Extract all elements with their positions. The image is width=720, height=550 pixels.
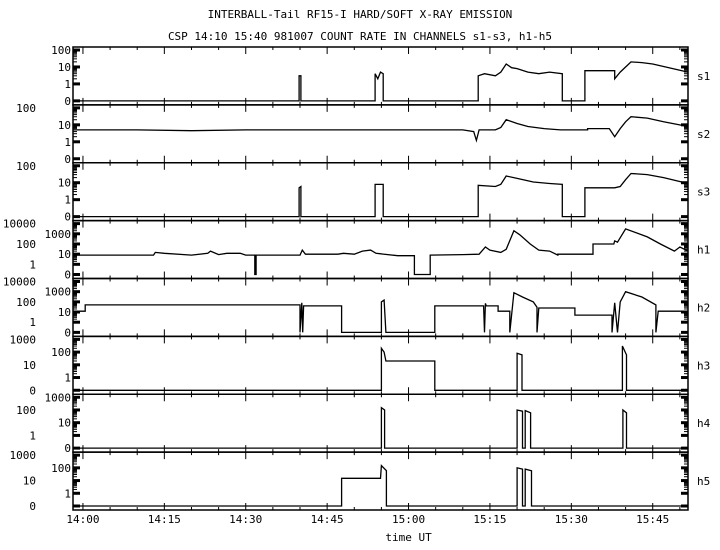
y-tick-label: 100 [16, 238, 36, 251]
series-label: h2 [697, 301, 710, 314]
series-label: s3 [697, 186, 710, 199]
y-tick-label: 1 [64, 487, 71, 500]
y-tick-label: 1 [29, 429, 36, 442]
y-tick-label: 100 [16, 102, 36, 115]
x-tick-label: 15:00 [392, 513, 425, 526]
x-tick-label: 14:30 [229, 513, 262, 526]
panel-frame [72, 219, 689, 280]
x-tick-label: 14:45 [311, 513, 344, 526]
y-tick-label: 1 [64, 194, 71, 207]
series-line-s2 [73, 116, 689, 143]
series-label: h4 [697, 417, 711, 430]
y-tick-label: 1000 [45, 391, 72, 404]
y-tick-label: 100 [16, 296, 36, 309]
y-tick-label: 100 [51, 462, 71, 475]
y-tick-label: 1 [64, 136, 71, 149]
y-tick-label: 1000 [45, 228, 72, 241]
series-line-h5 [73, 464, 688, 507]
series-line-s3 [73, 172, 689, 218]
y-tick-label: 10 [23, 359, 36, 372]
y-tick-label: 0 [64, 211, 71, 224]
y-tick-label: 1 [64, 372, 71, 385]
series-label: s2 [697, 128, 710, 141]
series-line-s1 [73, 61, 689, 102]
y-tick-label: 1000 [45, 286, 72, 299]
x-tick-label: 14:15 [148, 513, 181, 526]
y-tick-label: 1000 [10, 333, 37, 346]
y-tick-label: 1000 [10, 449, 37, 462]
y-tick-label: 0 [64, 442, 71, 455]
y-tick-label: 100 [51, 346, 71, 359]
series-label: h1 [697, 244, 710, 257]
x-tick-label: 15:15 [473, 513, 506, 526]
y-tick-label: 10 [23, 475, 36, 488]
panel-frame [72, 162, 689, 222]
series-line-h1 [73, 228, 689, 276]
x-axis-label: time UT [385, 531, 432, 544]
y-tick-label: 10000 [3, 218, 36, 231]
series-line-h2 [73, 290, 688, 334]
panel-frame [72, 393, 689, 453]
y-tick-label: 100 [16, 404, 36, 417]
chart-title: INTERBALL-Tail RF15-I HARD/SOFT X-RAY EM… [207, 8, 513, 21]
panel-frame [72, 46, 689, 106]
series-label: s1 [697, 70, 710, 83]
y-tick-label: 0 [29, 500, 36, 513]
y-tick-label: 10000 [3, 276, 36, 289]
y-tick-label: 0 [64, 95, 71, 108]
panel-frame [72, 104, 689, 164]
x-tick-label: 15:30 [555, 513, 588, 526]
y-tick-label: 10 [58, 306, 71, 319]
series-line-h3 [73, 345, 688, 391]
series-line-h4 [73, 406, 688, 449]
x-tick-label: 15:45 [636, 513, 669, 526]
y-tick-label: 10 [58, 248, 71, 261]
y-tick-label: 10 [58, 177, 71, 190]
y-tick-label: 0 [64, 326, 71, 339]
x-tick-label: 14:00 [66, 513, 99, 526]
y-tick-label: 100 [16, 160, 36, 173]
panel-frame [72, 335, 689, 395]
y-tick-label: 0 [64, 269, 71, 282]
y-tick-label: 0 [29, 384, 36, 397]
y-tick-label: 10 [58, 417, 71, 430]
y-tick-label: 10 [58, 61, 71, 74]
panel-frame [72, 277, 689, 338]
chart-subtitle: CSP 14:10 15:40 981007 COUNT RATE IN CHA… [167, 30, 553, 43]
series-label: h3 [697, 359, 710, 372]
series-label: h5 [697, 475, 710, 488]
y-tick-label: 1 [64, 78, 71, 91]
y-tick-label: 1 [29, 258, 36, 271]
y-tick-label: 0 [64, 153, 71, 166]
y-tick-label: 100 [51, 44, 71, 57]
panel-frame [72, 451, 689, 511]
y-tick-label: 1 [29, 316, 36, 329]
y-tick-label: 10 [58, 119, 71, 132]
